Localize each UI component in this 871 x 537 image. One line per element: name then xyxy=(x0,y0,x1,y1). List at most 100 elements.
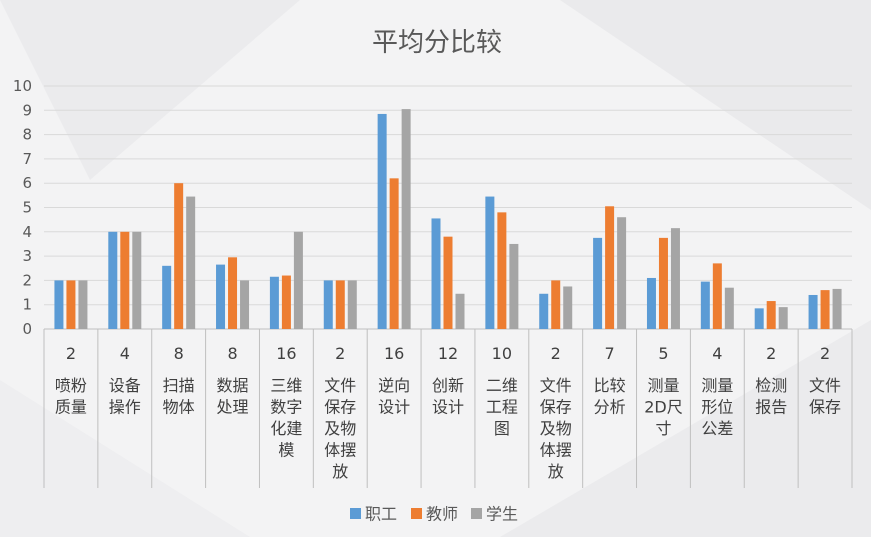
legend-label: 学生 xyxy=(486,505,518,524)
bar xyxy=(539,293,549,329)
category-label: 保存 xyxy=(809,398,841,417)
category-count: 2 xyxy=(335,344,345,363)
bar xyxy=(66,280,76,329)
category-label: 逆向 xyxy=(378,376,410,395)
category-count: 12 xyxy=(438,344,458,363)
bar xyxy=(605,206,615,329)
bar xyxy=(766,301,776,329)
bar xyxy=(335,280,345,329)
bar xyxy=(54,280,64,329)
y-tick-label: 2 xyxy=(22,271,32,289)
category-label: 保存 xyxy=(540,398,572,417)
bar xyxy=(778,307,788,329)
category-label: 三维 xyxy=(270,376,302,395)
category-label: 及物 xyxy=(324,419,356,438)
category-label: 文件 xyxy=(324,376,356,395)
bar xyxy=(617,217,627,329)
bar xyxy=(455,293,465,329)
category-label: 形位 xyxy=(701,398,733,417)
bar xyxy=(216,264,226,329)
category-count: 10 xyxy=(492,344,512,363)
category-label: 创新 xyxy=(432,376,464,395)
bar xyxy=(120,231,130,329)
bar xyxy=(240,280,250,329)
category-label: 测量 xyxy=(701,376,733,395)
category-count: 2 xyxy=(820,344,830,363)
bar xyxy=(832,288,842,329)
bar xyxy=(108,231,118,329)
category-count: 16 xyxy=(384,344,404,363)
bar xyxy=(281,275,291,329)
category-label: 放 xyxy=(332,462,348,481)
legend-swatch xyxy=(411,508,422,519)
y-tick-label: 8 xyxy=(22,126,32,144)
category-label: 保存 xyxy=(324,398,356,417)
category-label: 分析 xyxy=(594,398,626,417)
bar xyxy=(228,257,238,329)
category-label: 图 xyxy=(494,419,510,438)
y-tick-label: 0 xyxy=(22,320,32,338)
category-count: 4 xyxy=(712,344,722,363)
category-label: 报告 xyxy=(755,398,787,417)
bar xyxy=(712,263,722,329)
bar xyxy=(658,237,668,329)
category-label: 文件 xyxy=(809,376,841,395)
bg-shape xyxy=(560,0,871,210)
bar xyxy=(293,231,303,329)
legend-label: 教师 xyxy=(426,505,458,524)
bar xyxy=(808,294,818,329)
category-label: 体摆 xyxy=(324,441,356,460)
bar xyxy=(389,178,399,329)
y-tick-label: 5 xyxy=(22,199,32,217)
bar xyxy=(186,196,196,329)
bar xyxy=(401,109,411,330)
y-tick-label: 10 xyxy=(13,77,32,95)
bar xyxy=(377,113,387,329)
bars xyxy=(54,109,842,330)
category-label: 数字 xyxy=(270,398,302,417)
category-label: 体摆 xyxy=(540,441,572,460)
bar xyxy=(646,277,656,329)
category-count: 7 xyxy=(605,344,615,363)
bar xyxy=(700,281,710,329)
category-label: 设计 xyxy=(432,398,464,417)
bar xyxy=(174,183,184,329)
category-label: 设备 xyxy=(109,376,141,395)
bar xyxy=(670,228,680,329)
category-label: 比较 xyxy=(594,376,626,395)
bar xyxy=(563,286,573,329)
category-label: 公差 xyxy=(701,419,733,438)
bar xyxy=(132,231,142,329)
bar xyxy=(551,280,561,329)
legend-label: 职工 xyxy=(365,505,397,524)
y-tick-label: 7 xyxy=(22,150,32,168)
category-count: 8 xyxy=(227,344,237,363)
y-tick-label: 4 xyxy=(22,223,32,241)
bar xyxy=(269,276,279,329)
bar xyxy=(347,280,357,329)
category-label: 及物 xyxy=(540,419,572,438)
bg-shape xyxy=(0,380,250,537)
category-label: 操作 xyxy=(109,398,141,417)
bar xyxy=(162,265,172,329)
bar xyxy=(593,237,603,329)
category-count: 2 xyxy=(551,344,561,363)
category-label: 二维 xyxy=(486,376,518,395)
y-tick-label: 3 xyxy=(22,247,32,265)
bar xyxy=(485,196,495,329)
legend-swatch xyxy=(471,508,482,519)
bar xyxy=(754,308,764,329)
category-count: 16 xyxy=(276,344,296,363)
y-tick-label: 9 xyxy=(22,101,32,119)
bg-shape xyxy=(500,320,871,537)
bar xyxy=(323,280,333,329)
category-label: 设计 xyxy=(378,398,410,417)
bar xyxy=(431,218,441,329)
y-tick-label: 1 xyxy=(22,296,32,314)
category-label: 寸 xyxy=(655,419,671,438)
category-label: 喷粉 xyxy=(55,376,87,395)
bar xyxy=(820,290,830,329)
category-label: 物体 xyxy=(163,398,195,417)
category-label: 化建 xyxy=(270,419,302,438)
